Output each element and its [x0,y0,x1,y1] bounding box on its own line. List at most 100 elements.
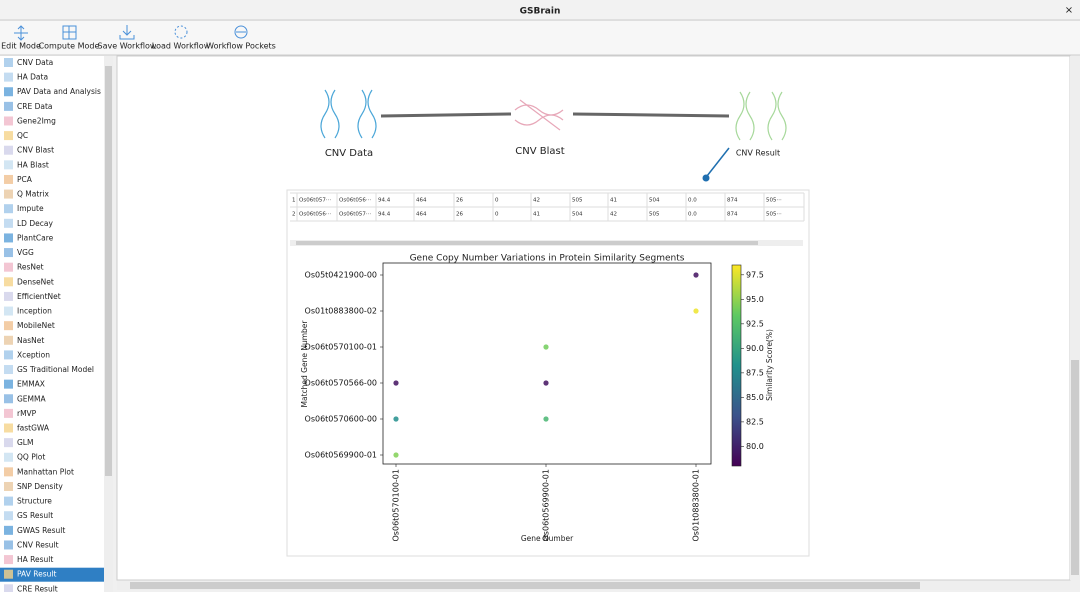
cnv-result-icon [735,91,755,141]
item-icon [4,218,13,228]
item-icon [4,452,13,462]
close-button[interactable]: × [1065,5,1073,16]
scatter-point [543,416,549,422]
h-scroll-thumb [130,582,920,589]
item-icon [4,160,13,170]
sidebar-item[interactable]: HA Data [17,73,48,82]
edge [380,112,512,118]
item-icon [4,101,13,111]
colorbar-tick-label: 85.0 [746,393,764,402]
sidebar-item[interactable]: QQ Plot [17,453,45,462]
sidebar-item[interactable]: CRE Result [17,584,58,592]
toolbar-button[interactable]: Compute Mode [39,42,100,51]
sidebar-item[interactable]: VGG [17,248,34,257]
table-cell: Os06t057··· [299,198,331,204]
sidebar-item[interactable]: GLM [17,438,33,447]
cnv-data-icon [357,89,377,139]
toolbar-button[interactable]: Save Workflow [98,42,157,51]
scatter-point [543,380,549,386]
x-tick-label: Os01t0883800-01 [692,469,701,541]
save-icon [119,25,135,40]
table-cell: 94.4 [378,212,391,218]
colorbar-tick-label: 92.5 [746,319,764,328]
sidebar-item[interactable]: CNV Blast [17,146,54,155]
item-icon [4,350,13,360]
selected-highlight [0,567,104,582]
sidebar-item[interactable]: fastGWA [17,424,50,433]
sidebar-item[interactable]: Inception [17,307,52,316]
x-tick-label: Os06t0570100-01 [392,469,401,541]
sidebar-item[interactable]: Gene2Img [17,116,56,125]
sidebar-item[interactable]: GS Traditional Model [17,365,94,374]
y-tick-label: Os06t0570600-00 [305,415,377,424]
sidebar-item[interactable]: PCA [17,175,33,184]
item-icon [4,408,13,418]
scatter-point [693,272,699,278]
sidebar-item[interactable]: HA Result [17,555,53,564]
sidebar-item[interactable]: CNV Data [17,58,53,67]
sidebar-item[interactable]: DenseNet [17,277,54,286]
sidebar-item[interactable]: rMVP [17,409,37,418]
scatter-point [543,344,549,350]
table-cell: 42 [610,212,617,218]
sidebar-item[interactable]: CNV Result [17,540,59,549]
sidebar-item[interactable]: QC [17,131,28,140]
sidebar-item[interactable]: GS Result [17,511,53,520]
sidebar-item[interactable]: ResNet [17,263,44,272]
sidebar-item[interactable]: Structure [17,497,52,506]
sidebar-item[interactable]: NasNet [17,336,44,345]
table: 1 Os06t057··· Os06t056··· 94.4 464 26 0 42 505 41… [290,192,805,222]
sidebar-item[interactable]: EfficientNet [17,292,61,301]
sidebar-item[interactable]: EMMAX [17,380,45,389]
sidebar-scroll-thumb [105,66,112,476]
sidebar-item[interactable]: Xception [17,350,50,359]
sidebar-item[interactable]: Impute [17,204,44,213]
table-cell: 504 [572,212,583,218]
sidebar-item[interactable]: GWAS Result [17,526,65,535]
sidebar-item[interactable]: SNP Density [17,482,63,491]
item-icon [4,87,13,97]
toolbar-button[interactable]: Workflow Pockets [206,42,276,51]
sidebar-item[interactable]: LD Decay [17,219,53,228]
colorbar-tick-label: 87.5 [746,368,764,377]
item-icon [4,481,13,491]
toolbar-button[interactable]: Load Workflow [152,42,211,51]
scatter-point [393,380,399,386]
sidebar-item[interactable]: HA Blast [17,160,49,169]
node-label: CNV Result [736,149,780,158]
scatter-point [693,308,699,314]
table-cell: 505 [649,212,660,218]
node-label: CNV Data [325,148,373,159]
sidebar-item[interactable]: MobileNet [17,321,55,330]
item-icon [4,306,13,316]
sidebar-item[interactable]: PAV Data and Analysis [17,87,101,96]
sidebar-item[interactable]: Q Matrix [17,190,49,199]
item-icon [4,511,13,521]
chart-area [296,249,800,553]
sidebar-item[interactable]: PAV Result [17,570,56,579]
toolbar-button[interactable]: Edit Mode [1,42,41,51]
colorbar-tick-label: 90.0 [746,344,764,353]
load-icon [174,25,188,39]
item-icon [4,189,13,199]
y-tick-label: Os01t0883800-02 [305,307,377,316]
y-axis-label: Matched Gene Number [300,320,309,408]
item-icon [4,321,13,331]
sidebar-item[interactable]: GEMMA [17,394,46,403]
node-label: CNV Blast [515,146,564,157]
item-icon [4,525,13,535]
y-tick-label: Os06t0569900-01 [305,451,377,460]
scatter-point [393,452,399,458]
connector-dot[interactable] [702,174,710,182]
table-cell: Os06t056··· [299,212,331,218]
sidebar-item[interactable]: CRE Data [17,102,52,111]
item-icon [4,379,13,389]
item-icon [4,131,13,141]
sidebar-item[interactable]: Manhattan Plot [17,467,74,476]
colorbar-label: Similarity Score(%) [765,329,774,401]
table-cell: 0.0 [688,212,697,218]
table-cell: 0 [495,212,499,218]
toolbar-icons [14,25,248,41]
sidebar-item[interactable]: PlantCare [17,233,54,242]
pockets-icon [234,25,248,39]
